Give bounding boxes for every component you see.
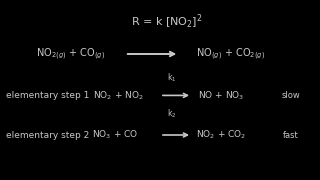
Text: k$_2$: k$_2$	[166, 107, 176, 120]
Text: NO + NO$_3$: NO + NO$_3$	[197, 89, 244, 102]
Text: R = k [NO$_2$]$^2$: R = k [NO$_2$]$^2$	[131, 13, 202, 31]
Text: slow: slow	[282, 91, 300, 100]
Text: elementary step 2: elementary step 2	[6, 130, 90, 140]
Text: NO$_2$ + CO$_2$: NO$_2$ + CO$_2$	[196, 129, 246, 141]
Text: k$_1$: k$_1$	[166, 71, 176, 84]
Text: elementary step 1: elementary step 1	[6, 91, 90, 100]
Text: NO$_{(g)}$ + CO$_{2(g)}$: NO$_{(g)}$ + CO$_{2(g)}$	[196, 46, 265, 62]
Text: NO$_3$ + CO: NO$_3$ + CO	[92, 129, 138, 141]
Text: fast: fast	[283, 130, 299, 140]
Text: NO$_2$ + NO$_2$: NO$_2$ + NO$_2$	[93, 89, 144, 102]
Text: NO$_{2(g)}$ + CO$_{(g)}$: NO$_{2(g)}$ + CO$_{(g)}$	[36, 46, 105, 62]
